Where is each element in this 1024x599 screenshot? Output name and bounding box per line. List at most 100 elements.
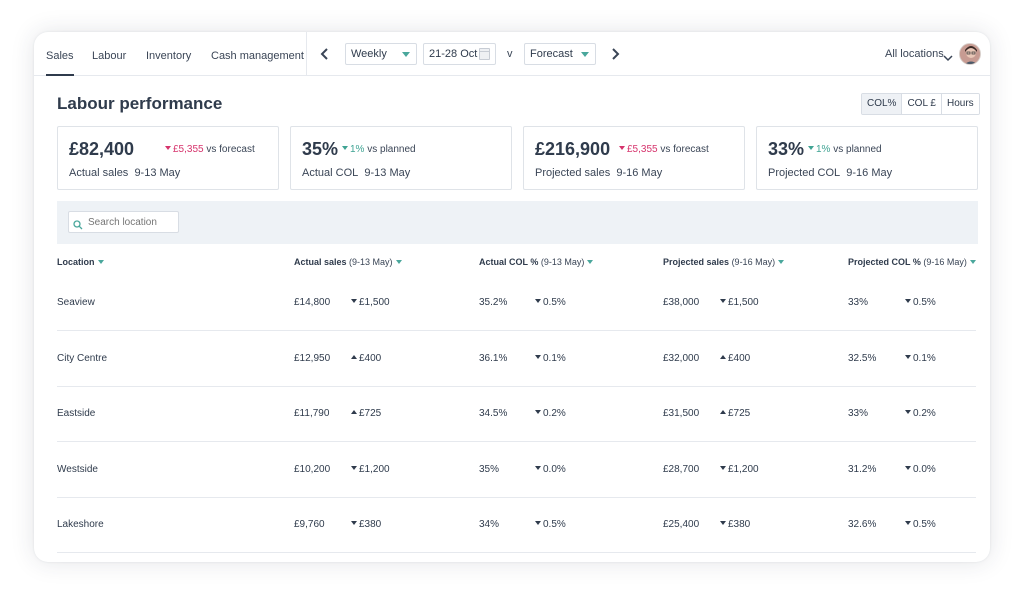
delta-projected-sales-delta: £380 bbox=[720, 497, 750, 553]
delta-actual-col-delta: 0.2% bbox=[535, 386, 566, 442]
sort-icon bbox=[969, 259, 976, 264]
kpi-value: 35% bbox=[302, 139, 339, 159]
tab-cash-management[interactable]: Cash management bbox=[211, 50, 304, 62]
period-dropdown-value: Weekly bbox=[351, 48, 387, 60]
calendar-icon bbox=[479, 48, 490, 60]
kpi-card-projected-sales: £216,900 £5,355 vs forecast Projected sa… bbox=[523, 126, 745, 190]
kpi-label: Actual COL 9-13 May bbox=[302, 167, 411, 179]
cell-actual-sales: £12,950 bbox=[294, 352, 331, 364]
kpi-value: £216,900 bbox=[535, 139, 611, 159]
arrow-down-icon bbox=[535, 465, 541, 470]
arrow-down-icon bbox=[905, 410, 911, 415]
kpi-delta-suffix: vs forecast bbox=[206, 144, 255, 155]
delta-projected-col-delta: 0.2% bbox=[905, 386, 936, 442]
cell-actual-col: 34.5% bbox=[479, 408, 508, 419]
arrow-down-icon bbox=[351, 465, 357, 470]
cell-actual-sales: £14,800 bbox=[294, 297, 331, 308]
cell-location: Seaview bbox=[57, 297, 95, 308]
cell-actual-col: 36.1% bbox=[479, 352, 508, 364]
arrow-up-icon bbox=[720, 354, 726, 359]
kpi-label: Projected sales 9-16 May bbox=[535, 167, 663, 179]
kpi-delta: £5,355 vs forecast bbox=[165, 144, 255, 155]
kpi-delta-amount: £5,355 bbox=[165, 144, 204, 155]
cell-actual-col: 35% bbox=[479, 463, 500, 475]
arrow-down-icon bbox=[535, 410, 541, 415]
avatar[interactable] bbox=[959, 43, 981, 65]
kpi-delta: 1% vs planned bbox=[808, 144, 882, 155]
arrow-up-icon bbox=[351, 410, 357, 415]
search-input[interactable] bbox=[68, 211, 179, 233]
column-header-location[interactable]: Location bbox=[57, 257, 104, 267]
column-header-projected-col[interactable]: Projected COL % (9-16 May) bbox=[848, 257, 976, 267]
delta-actual-sales-delta: £725 bbox=[351, 386, 381, 442]
delta-projected-col-delta: 0.0% bbox=[905, 442, 936, 498]
comparison-dropdown-value: Forecast bbox=[530, 48, 573, 60]
table-row[interactable]: Westside £10,200 £1,200 35% 0.0% £28,700 £1,20… bbox=[57, 442, 976, 498]
tab-labour[interactable]: Labour bbox=[92, 50, 127, 62]
kpi-delta-amount: 1% bbox=[342, 144, 364, 155]
kpi-label: Projected COL 9-16 May bbox=[768, 167, 893, 179]
toggle-hours[interactable]: Hours bbox=[940, 94, 979, 114]
cell-actual-sales: £11,790 bbox=[294, 408, 330, 419]
arrow-down-icon bbox=[351, 299, 357, 304]
delta-actual-sales-delta: £1,500 bbox=[351, 275, 390, 331]
cell-actual-col: 34% bbox=[479, 519, 500, 530]
sort-icon bbox=[395, 259, 402, 264]
app-window: Sales Labour Inventory Cash management W… bbox=[34, 32, 990, 562]
arrow-down-icon bbox=[720, 465, 726, 470]
cell-actual-col: 35.2% bbox=[479, 297, 508, 308]
delta-projected-sales-delta: £1,500 bbox=[720, 275, 759, 331]
cell-actual-sales: £9,760 bbox=[294, 519, 325, 530]
nav-divider bbox=[306, 32, 307, 76]
cell-projected-col: 32.5% bbox=[848, 352, 877, 364]
toggle-col-percent[interactable]: COL% bbox=[862, 94, 902, 114]
kpi-delta-suffix: vs planned bbox=[833, 144, 882, 155]
arrow-down-icon bbox=[720, 299, 726, 304]
delta-actual-sales-delta: £400 bbox=[351, 331, 381, 387]
cell-projected-col: 33% bbox=[848, 297, 869, 308]
date-range-picker[interactable]: 21-28 Oct bbox=[423, 43, 496, 65]
toggle-col-pound[interactable]: COL £ bbox=[901, 94, 941, 114]
search-icon bbox=[73, 217, 83, 235]
tab-sales[interactable]: Sales bbox=[46, 32, 74, 76]
delta-projected-sales-delta: £725 bbox=[720, 386, 750, 442]
cell-projected-col: 31.2% bbox=[848, 463, 877, 475]
metric-toggle: COL% COL £ Hours bbox=[861, 93, 980, 115]
comparison-dropdown[interactable]: Forecast bbox=[524, 43, 596, 65]
location-selector[interactable]: All locations bbox=[885, 48, 944, 60]
table-row[interactable]: Seaview £14,800 £1,500 35.2% 0.5% £38,000 £1,5… bbox=[57, 275, 976, 331]
cell-location: City Centre bbox=[57, 352, 108, 364]
arrow-down-icon bbox=[619, 146, 625, 151]
sort-icon bbox=[97, 259, 104, 264]
arrow-down-icon bbox=[808, 146, 814, 151]
table-row[interactable]: Eastside £11,790 £725 34.5% 0.2% £31,500 £725 3… bbox=[57, 386, 976, 442]
column-header-projected-sales[interactable]: Projected sales (9-16 May) bbox=[663, 257, 785, 267]
arrow-down-icon bbox=[342, 146, 348, 151]
cell-projected-col: 32.6% bbox=[848, 519, 877, 530]
arrow-down-icon bbox=[905, 299, 911, 304]
date-range-value: 21-28 Oct bbox=[429, 48, 478, 60]
chevron-right-icon[interactable] bbox=[607, 46, 623, 62]
caret-down-icon bbox=[581, 52, 589, 57]
arrow-down-icon bbox=[535, 521, 541, 526]
table-row[interactable]: City Centre £12,950 £400 36.1% 0.1% £32,000 £4… bbox=[57, 331, 976, 387]
cell-projected-sales: £38,000 bbox=[663, 297, 700, 308]
delta-actual-sales-delta: £1,200 bbox=[351, 442, 390, 498]
column-header-actual-col[interactable]: Actual COL % (9-13 May) bbox=[479, 257, 594, 267]
tab-inventory[interactable]: Inventory bbox=[146, 50, 192, 62]
sort-icon bbox=[587, 259, 594, 264]
delta-actual-col-delta: 0.5% bbox=[535, 497, 566, 553]
kpi-card-projected-col: 33% 1% vs planned Projected COL 9-16 May bbox=[756, 126, 978, 190]
period-dropdown[interactable]: Weekly bbox=[345, 43, 417, 65]
delta-actual-col-delta: 0.1% bbox=[535, 331, 566, 387]
kpi-label: Actual sales 9-13 May bbox=[69, 167, 181, 179]
kpi-delta: £5,355 vs forecast bbox=[619, 144, 709, 155]
table-row[interactable]: Lakeshore £9,760 £380 34% 0.5% £25,400 £380 32.… bbox=[57, 497, 976, 553]
chevron-down-icon[interactable] bbox=[943, 49, 953, 67]
column-header-actual-sales[interactable]: Actual sales (9-13 May) bbox=[294, 257, 402, 267]
cell-projected-col: 33% bbox=[848, 408, 869, 419]
kpi-delta-suffix: vs planned bbox=[367, 144, 416, 155]
delta-actual-col-delta: 0.5% bbox=[535, 275, 566, 331]
chevron-left-icon[interactable] bbox=[317, 46, 333, 62]
page-title: Labour performance bbox=[57, 94, 223, 113]
